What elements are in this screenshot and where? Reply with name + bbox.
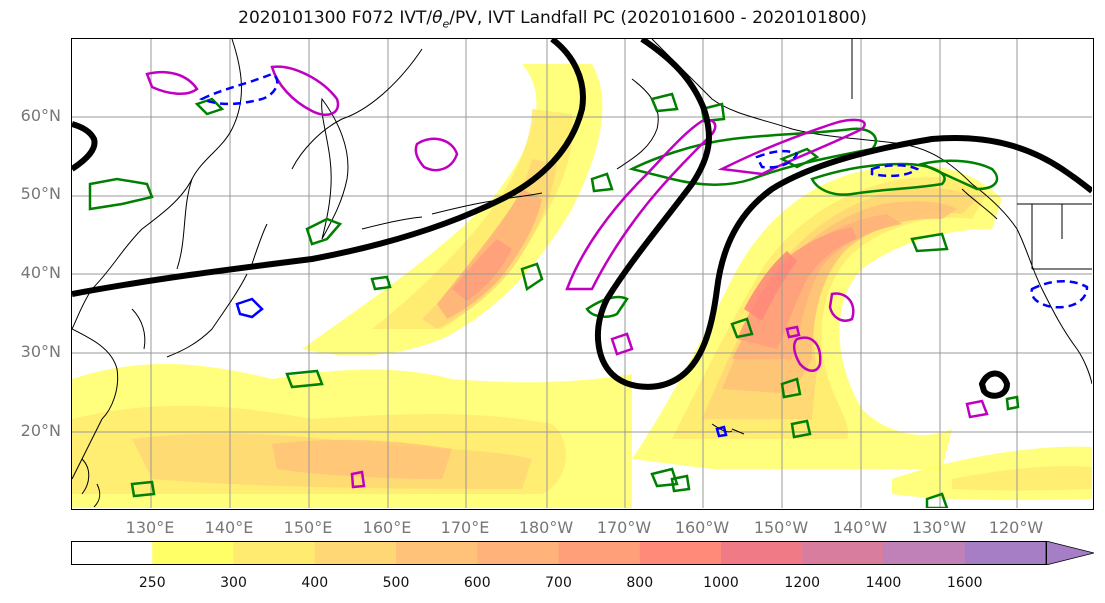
lon-label-170e: 170°E (440, 518, 490, 537)
lon-label-120w: 120°W (988, 518, 1044, 537)
colorbar-tick-label: 1400 (865, 575, 902, 591)
colorbar-tick-label: 800 (626, 575, 654, 591)
pv-positive-contours (145, 65, 989, 489)
pv-negative-contours (198, 72, 1089, 309)
lat-label-40n: 40°N (20, 263, 61, 282)
map-gridlines (72, 39, 1092, 508)
colorbar-segment (802, 541, 884, 565)
lon-label-170w: 170°W (596, 518, 652, 537)
ivt-landfall-pc-contour (72, 39, 1093, 399)
lat-label-50n: 50°N (20, 184, 61, 203)
lon-label-130e: 130°E (125, 518, 175, 537)
lon-label-150e: 150°E (283, 518, 333, 537)
colorbar-frame (71, 541, 1047, 565)
colorbar-svg (71, 540, 1095, 566)
colorbar-tick-label: 1200 (784, 575, 821, 591)
colorbar-tick-label: 250 (138, 575, 166, 591)
lat-label-20n: 20°N (20, 421, 61, 440)
lon-label-130w: 130°W (911, 518, 967, 537)
lon-label-140w: 140°W (832, 518, 888, 537)
colorbar-tick-label: 1000 (703, 575, 739, 591)
colorbar (71, 540, 1095, 566)
lat-label-30n: 30°N (20, 342, 61, 361)
map-canvas (72, 39, 1093, 509)
colorbar-segment (396, 541, 478, 565)
theta-e-contours (88, 92, 1020, 509)
colorbar-tick-label: 400 (301, 575, 329, 591)
colorbar-tick-label: 300 (220, 575, 247, 591)
colorbar-segment (477, 541, 559, 565)
map-panel (71, 38, 1094, 510)
colorbar-segment (71, 541, 153, 565)
pv-negative-solid (235, 297, 728, 438)
ivt-shading-western-plume (302, 64, 603, 356)
colorbar-segment (233, 541, 316, 565)
lon-label-160e: 160°E (362, 518, 412, 537)
ivt-shading-tropical (72, 364, 1092, 508)
colorbar-extend-arrow (1045, 540, 1095, 566)
lon-label-160w: 160°W (674, 518, 730, 537)
coastlines (72, 39, 1093, 508)
colorbar-tick-label: 1600 (946, 575, 983, 591)
ivt-shading-eastern-plume (632, 165, 1002, 469)
lat-label-60n: 60°N (20, 106, 61, 125)
lon-label-180w: 180°W (518, 518, 574, 537)
lon-label-150w: 150°W (753, 518, 809, 537)
plot-title: 2020101300 F072 IVT/θe/PV, IVT Landfall … (238, 8, 867, 31)
colorbar-segment (558, 541, 641, 565)
colorbar-segment (152, 541, 234, 565)
colorbar-tick-label: 500 (382, 575, 410, 591)
colorbar-segment (964, 541, 1047, 565)
colorbar-segment (721, 541, 803, 565)
colorbar-segment (314, 541, 397, 565)
colorbar-segment (639, 541, 722, 565)
colorbar-segments (71, 541, 1047, 565)
colorbar-tick-label: 700 (545, 575, 572, 591)
colorbar-segment (883, 541, 966, 565)
lon-label-140e: 140°E (204, 518, 254, 537)
colorbar-tick-label: 600 (463, 575, 491, 591)
